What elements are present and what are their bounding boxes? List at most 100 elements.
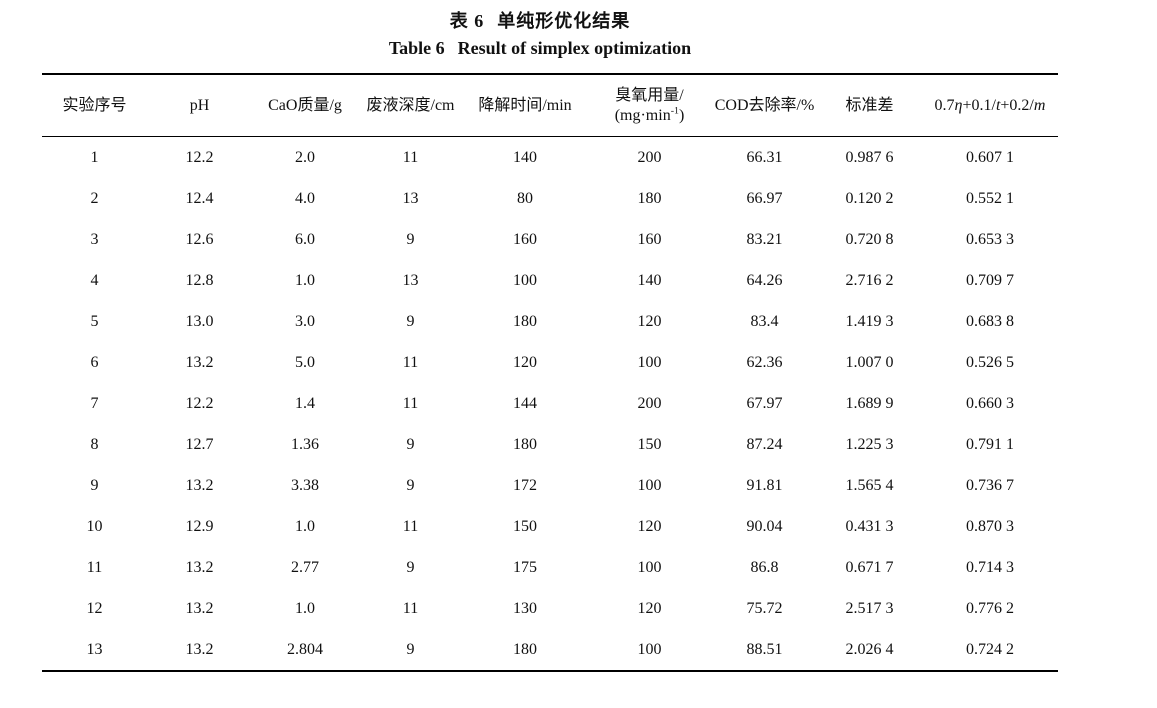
table-cell: 2.77	[291, 558, 319, 576]
table-cell: 5.0	[295, 353, 315, 371]
table-cell: 1.419 3	[845, 312, 894, 330]
table-header: 实验序号 pH CaO质量/g 废液深度/cm 降解时间/min 臭氧用量/ (…	[42, 74, 1058, 137]
table-cell: 13.2	[185, 558, 214, 576]
table-cell: 8	[90, 435, 99, 453]
table-cell: 140	[637, 271, 662, 289]
table-title-block: 表 6 单纯形优化结果 Table 6 Result of simplex opti…	[32, 8, 1048, 73]
table-cell: 120	[637, 312, 662, 330]
table-cell: 66.97	[746, 189, 783, 207]
table-cell: 0.431 3	[845, 517, 894, 535]
table-row: 7 12.2 1.4 11 144 200 67.97 1.689 9 0.660 3	[42, 383, 1058, 424]
table-cell: 13	[86, 640, 103, 658]
table-cell: 120	[637, 599, 662, 617]
formula-part: +0.2/	[1000, 96, 1034, 114]
table-cell: 13.0	[185, 312, 214, 330]
table-cell: 12	[86, 599, 103, 617]
table-row: 3 12.6 6.0 9 160 160 83.21 0.720 8 0.653 3	[42, 219, 1058, 260]
table-cell: 1.565 4	[845, 476, 894, 494]
table-row: 12 13.2 1.0 11 130 120 75.72 2.517 3 0.776 2	[42, 588, 1058, 629]
ozone-unit-post: )	[678, 106, 685, 124]
table-cell: 150	[637, 435, 662, 453]
table-cell: 150	[513, 517, 537, 535]
table-cell: 11	[402, 517, 419, 535]
table-cell: 62.36	[746, 353, 783, 371]
table-cell: 7	[90, 394, 99, 412]
column-header-objective-formula: 0.7η+0.1/t+0.2/m	[922, 74, 1058, 137]
table-cell: 160	[637, 230, 662, 248]
table-cell: 12.9	[185, 517, 214, 535]
table-cell: 9	[406, 640, 415, 658]
table-cell: 120	[637, 517, 662, 535]
table-cell: 2.517 3	[845, 599, 894, 617]
column-header-std-deviation: 标准差	[817, 74, 922, 137]
table-cell: 0.671 7	[845, 558, 894, 576]
table-cell: 2	[90, 189, 99, 207]
table-cell: 88.51	[746, 640, 783, 658]
table-cell: 180	[513, 435, 537, 453]
table-row: 5 13.0 3.0 9 180 120 83.4 1.419 3 0.683 8	[42, 301, 1058, 342]
table-cell: 200	[637, 148, 662, 166]
table-cell: 2.0	[295, 148, 315, 166]
table-cell: 100	[637, 640, 662, 658]
table-cell: 200	[637, 394, 662, 412]
table-cell: 13	[402, 189, 419, 207]
table-cell: 11	[402, 148, 419, 166]
table-cell: 0.714 3	[966, 558, 1014, 576]
table-cell: 180	[637, 189, 662, 207]
table-cell: 3.38	[291, 476, 319, 494]
table-cell: 100	[637, 476, 662, 494]
column-header-ph: pH	[147, 74, 252, 137]
table-cell: 1	[90, 148, 99, 166]
table-cell: 1.4	[295, 394, 315, 412]
table-body: 1 12.2 2.0 11 140 200 66.31 0.987 6 0.607 1 2 12.4…	[42, 137, 1058, 672]
table-cell: 0.776 2	[966, 599, 1014, 617]
table-cell: 12.8	[185, 271, 214, 289]
table-cell: 12.2	[185, 148, 214, 166]
table-cell: 4.0	[295, 189, 315, 207]
table-row: 4 12.8 1.0 13 100 140 64.26 2.716 2 0.709 7	[42, 260, 1058, 301]
table-cell: 0.683 8	[966, 312, 1014, 330]
table-cell: 5	[90, 312, 99, 330]
table-cell: 13.2	[185, 640, 214, 658]
table-cell: 0.791 1	[966, 435, 1014, 453]
table-cell: 6	[90, 353, 99, 371]
table-cell: 12.4	[185, 189, 214, 207]
table-cell: 0.987 6	[845, 148, 894, 166]
table-cell: 13.2	[185, 476, 214, 494]
table-cell: 9	[406, 230, 415, 248]
table-cell: 64.26	[746, 271, 783, 289]
table-cell: 3.0	[295, 312, 315, 330]
table-cell: 13	[402, 271, 419, 289]
table-cell: 175	[513, 558, 537, 576]
table-cell: 1.0	[295, 271, 315, 289]
table-cell: 0.709 7	[966, 271, 1014, 289]
table-cell: 4	[90, 271, 99, 289]
table-cell: 100	[513, 271, 537, 289]
table-number-en: Table 6	[388, 38, 445, 58]
table-cell: 80	[517, 189, 533, 207]
table-cell: 0.660 3	[966, 394, 1014, 412]
table-cell: 2.804	[287, 640, 323, 658]
table-cell: 1.007 0	[845, 353, 894, 371]
table-cell: 9	[406, 312, 415, 330]
table-row: 11 13.2 2.77 9 175 100 86.8 0.671 7 0.714 3	[42, 547, 1058, 588]
formula-var-t: t	[995, 96, 1001, 114]
table-cell: 12.2	[185, 394, 214, 412]
column-header-cao-mass: CaO质量/g	[252, 74, 358, 137]
table-cell: 10	[86, 517, 103, 535]
table-cell: 2.026 4	[845, 640, 894, 658]
table-cell: 0.607 1	[966, 148, 1014, 166]
table-cell: 140	[513, 148, 537, 166]
ozone-header-line2: (mg·min-1)	[587, 106, 712, 126]
table-cell: 11	[402, 353, 419, 371]
table-cell: 0.720 8	[845, 230, 894, 248]
table-cell: 12.6	[185, 230, 214, 248]
table-cell: 9	[90, 476, 99, 494]
table-cell: 1.0	[295, 517, 315, 535]
table-cell: 9	[406, 558, 415, 576]
table-cell: 1.225 3	[845, 435, 894, 453]
table-cell: 180	[513, 312, 537, 330]
table-cell: 87.24	[746, 435, 783, 453]
table-cell: 0.120 2	[845, 189, 894, 207]
